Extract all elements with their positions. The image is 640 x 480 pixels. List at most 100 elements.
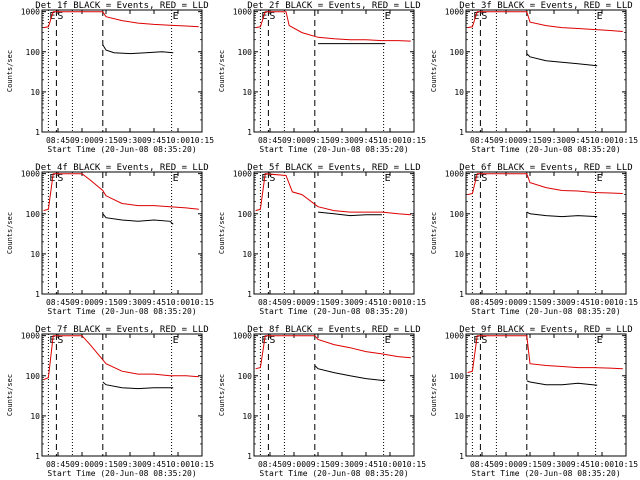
x-tick-label: 09:00 — [494, 298, 518, 307]
chart-title: Det_7f BLACK = Events, RED = LLD — [35, 325, 208, 335]
event-marker-label: S — [57, 335, 63, 346]
event-marker-label: E — [597, 11, 603, 22]
y-tick-label: 1 — [35, 128, 40, 137]
y-axis-label: Counts/sec — [6, 50, 14, 92]
y-tick-label: 10 — [242, 412, 252, 421]
x-axis-label: Start Time (20-Jun-08 08:35:20) — [47, 145, 196, 154]
y-axis-label: Counts/sec — [218, 374, 226, 416]
x-axis-label: Start Time (20-Jun-08 08:35:20) — [47, 469, 196, 478]
chart-title: Det_4f BLACK = Events, RED = LLD — [35, 163, 208, 173]
y-tick-label: 10 — [454, 88, 464, 97]
series-line-lld — [467, 173, 623, 196]
y-tick-label: 1000 — [233, 170, 252, 179]
event-marker-label: E — [261, 11, 267, 22]
y-tick-label: 100 — [450, 210, 465, 219]
chart-title: Det_2f BLACK = Events, RED = LLD — [247, 1, 420, 11]
chart-panel-3: Det_3f BLACK = Events, RED = LLD Counts/s… — [430, 1, 638, 154]
event-marker-label: E — [173, 173, 179, 184]
y-tick-label: 1000 — [21, 170, 40, 179]
chart-panel-1: Det_1f BLACK = Events, RED = LLD Counts/s… — [6, 1, 214, 154]
series-line-lld — [43, 335, 199, 381]
chart-title: Det_1f BLACK = Events, RED = LLD — [35, 1, 208, 11]
y-tick-label: 100 — [26, 210, 41, 219]
y-tick-label: 1000 — [21, 8, 40, 17]
x-tick-label: 09:45 — [142, 136, 166, 145]
y-tick-label: 1 — [247, 290, 252, 299]
x-tick-label: 10:00 — [378, 460, 402, 469]
x-tick-label: 09:45 — [566, 460, 590, 469]
x-axis-label: Start Time (20-Jun-08 08:35:20) — [259, 145, 408, 154]
y-axis-label: Counts/sec — [430, 374, 438, 416]
x-tick-label: 09:45 — [354, 298, 378, 307]
event-marker-label: S — [57, 173, 63, 184]
plot-frame — [41, 171, 203, 295]
x-tick-label: 10:15 — [190, 136, 214, 145]
x-tick-label: 09:15 — [94, 136, 118, 145]
y-tick-label: 1000 — [445, 332, 464, 341]
x-tick-label: 10:15 — [190, 460, 214, 469]
x-tick-label: 09:00 — [70, 136, 94, 145]
plot-frame — [465, 171, 627, 295]
event-marker-label: E — [173, 11, 179, 22]
y-tick-label: 100 — [26, 48, 41, 57]
x-tick-label: 08:45 — [46, 136, 70, 145]
x-axis-label: Start Time (20-Jun-08 08:35:20) — [47, 307, 196, 316]
x-tick-label: 10:00 — [166, 136, 190, 145]
x-tick-label: 09:30 — [118, 298, 142, 307]
y-tick-label: 1 — [35, 452, 40, 461]
event-marker-label: S — [481, 11, 487, 22]
y-tick-label: 1 — [459, 128, 464, 137]
chart-title: Det_8f BLACK = Events, RED = LLD — [247, 325, 420, 335]
event-marker-label: S — [481, 173, 487, 184]
x-tick-label: 09:45 — [566, 136, 590, 145]
x-tick-label: 08:45 — [470, 298, 494, 307]
event-marker-label: S — [57, 11, 63, 22]
x-tick-label: 08:45 — [258, 298, 282, 307]
x-tick-label: 09:15 — [306, 460, 330, 469]
y-axis-label: Counts/sec — [6, 374, 14, 416]
y-tick-label: 10 — [242, 250, 252, 259]
plot-frame — [253, 9, 415, 133]
x-tick-label: 08:45 — [470, 136, 494, 145]
x-tick-label: 09:45 — [566, 298, 590, 307]
event-marker-label: E — [473, 11, 479, 22]
chart-panel-2: Det_2f BLACK = Events, RED = LLD Counts/s… — [218, 1, 426, 154]
chart-title: Det_9f BLACK = Events, RED = LLD — [459, 325, 632, 335]
x-tick-label: 08:45 — [470, 460, 494, 469]
x-tick-label: 09:30 — [542, 460, 566, 469]
x-tick-label: 09:45 — [354, 136, 378, 145]
y-axis-label: Counts/sec — [218, 50, 226, 92]
chart-panel-6: Det_6f BLACK = Events, RED = LLD Counts/s… — [430, 163, 638, 316]
x-tick-label: 09:30 — [542, 136, 566, 145]
x-tick-label: 09:30 — [330, 460, 354, 469]
y-tick-label: 100 — [238, 210, 253, 219]
x-tick-label: 08:45 — [46, 460, 70, 469]
series-line-events — [314, 365, 386, 382]
chart-title: Det_3f BLACK = Events, RED = LLD — [459, 1, 632, 11]
x-tick-label: 09:15 — [306, 136, 330, 145]
series-line-events — [317, 211, 382, 217]
x-tick-label: 09:15 — [94, 460, 118, 469]
x-tick-label: 10:00 — [590, 460, 614, 469]
x-tick-label: 09:00 — [70, 460, 94, 469]
series-line-lld — [255, 11, 411, 42]
plot-frame — [465, 9, 627, 133]
x-tick-label: 09:00 — [282, 136, 306, 145]
chart-panel-9: Det_9f BLACK = Events, RED = LLD Counts/s… — [430, 325, 638, 478]
series-line-lld — [43, 11, 199, 29]
event-marker-label: S — [481, 335, 487, 346]
x-axis-label: Start Time (20-Jun-08 08:35:20) — [259, 307, 408, 316]
event-marker-label: E — [597, 335, 603, 346]
event-marker-label: S — [269, 335, 275, 346]
x-tick-label: 10:15 — [614, 298, 638, 307]
y-tick-label: 100 — [238, 48, 253, 57]
x-tick-label: 09:00 — [494, 460, 518, 469]
chart-panel-5: Det_5f BLACK = Events, RED = LLD Counts/s… — [218, 163, 426, 316]
y-tick-label: 1 — [247, 452, 252, 461]
y-tick-label: 10 — [30, 412, 40, 421]
plot-frame — [253, 171, 415, 295]
y-tick-label: 100 — [450, 48, 465, 57]
x-tick-label: 09:00 — [282, 460, 306, 469]
event-marker-label: S — [269, 11, 275, 22]
plot-frame — [253, 333, 415, 457]
